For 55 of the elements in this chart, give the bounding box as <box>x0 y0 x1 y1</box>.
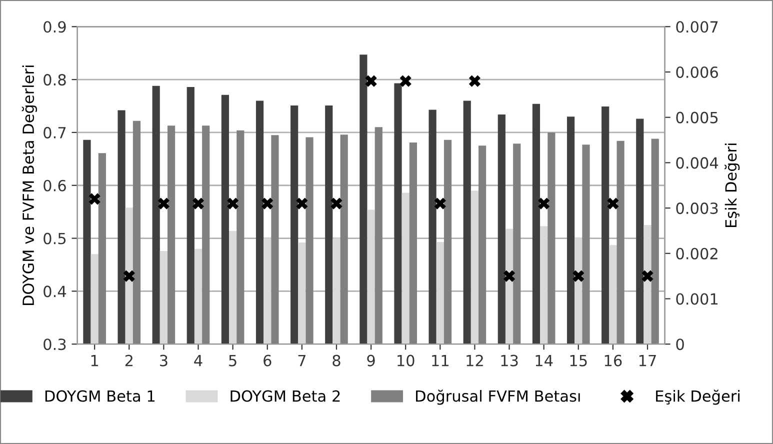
x-tick-label: 17 <box>639 354 656 366</box>
legend-label: DOYGM Beta 1 <box>45 390 154 402</box>
y2-tick-label: 0.006 <box>676 66 718 78</box>
point <box>227 198 239 210</box>
point <box>503 270 516 282</box>
y2-tick-label: 0.005 <box>676 112 718 124</box>
point <box>572 270 584 282</box>
point <box>468 75 481 87</box>
x-tick-label: 2 <box>125 354 132 366</box>
x-tick-label: 10 <box>398 354 414 366</box>
x-tick-label: 5 <box>229 354 236 366</box>
y2-tick-label: 0.007 <box>676 21 718 33</box>
y-axis-title: DOYGM ve FVFM Beta Değerleri <box>22 66 38 306</box>
y2-tick-label: 0.002 <box>676 248 718 260</box>
point <box>262 198 274 210</box>
point <box>330 198 342 210</box>
x-tick-label: 9 <box>367 354 375 366</box>
y-tick-label: 0.4 <box>44 286 66 298</box>
x-tick-label: 16 <box>604 354 622 366</box>
y-tick-label: 0.6 <box>44 180 66 192</box>
y2-tick-label: 0.001 <box>676 293 718 305</box>
x-tick-label: 14 <box>536 354 553 366</box>
point <box>434 198 446 210</box>
x-tick-label: 3 <box>160 354 168 366</box>
y-tick-label: 0.5 <box>44 232 66 244</box>
y-tick-label: 0.8 <box>44 74 66 86</box>
y2-tick-label: 0 <box>676 338 684 350</box>
y-tick-label: 0.9 <box>44 21 66 33</box>
point <box>538 198 550 210</box>
x-tick-label: 7 <box>298 354 306 366</box>
x-tick-label: 15 <box>570 354 587 366</box>
legend-label: Eşik Değeri <box>656 390 740 405</box>
x-tick-label: 6 <box>264 354 272 366</box>
x-tick-label: 1 <box>91 354 98 366</box>
y2-axis-title: Eşik Değeri <box>724 144 740 228</box>
point <box>607 198 619 210</box>
x-tick-label: 11 <box>432 354 448 366</box>
x-tick-label: 12 <box>466 354 483 366</box>
y-tick-label: 0.3 <box>44 338 66 350</box>
y-tick-label: 0.7 <box>44 126 66 138</box>
x-tick-label: 13 <box>501 354 518 366</box>
y2-tick-label: 0.003 <box>676 202 718 214</box>
point <box>400 75 412 87</box>
x-tick-label: 4 <box>194 354 202 366</box>
x-tick-label: 8 <box>332 354 340 366</box>
point <box>365 75 377 87</box>
legend-label: Doğrusal FVFM Betası <box>416 390 580 405</box>
y2-tick-label: 0.004 <box>676 157 718 169</box>
point <box>88 193 100 205</box>
point <box>642 270 654 282</box>
point <box>158 198 170 210</box>
legend-label: DOYGM Beta 2 <box>230 390 340 402</box>
point <box>192 198 204 210</box>
point <box>123 270 135 282</box>
point <box>296 198 308 210</box>
